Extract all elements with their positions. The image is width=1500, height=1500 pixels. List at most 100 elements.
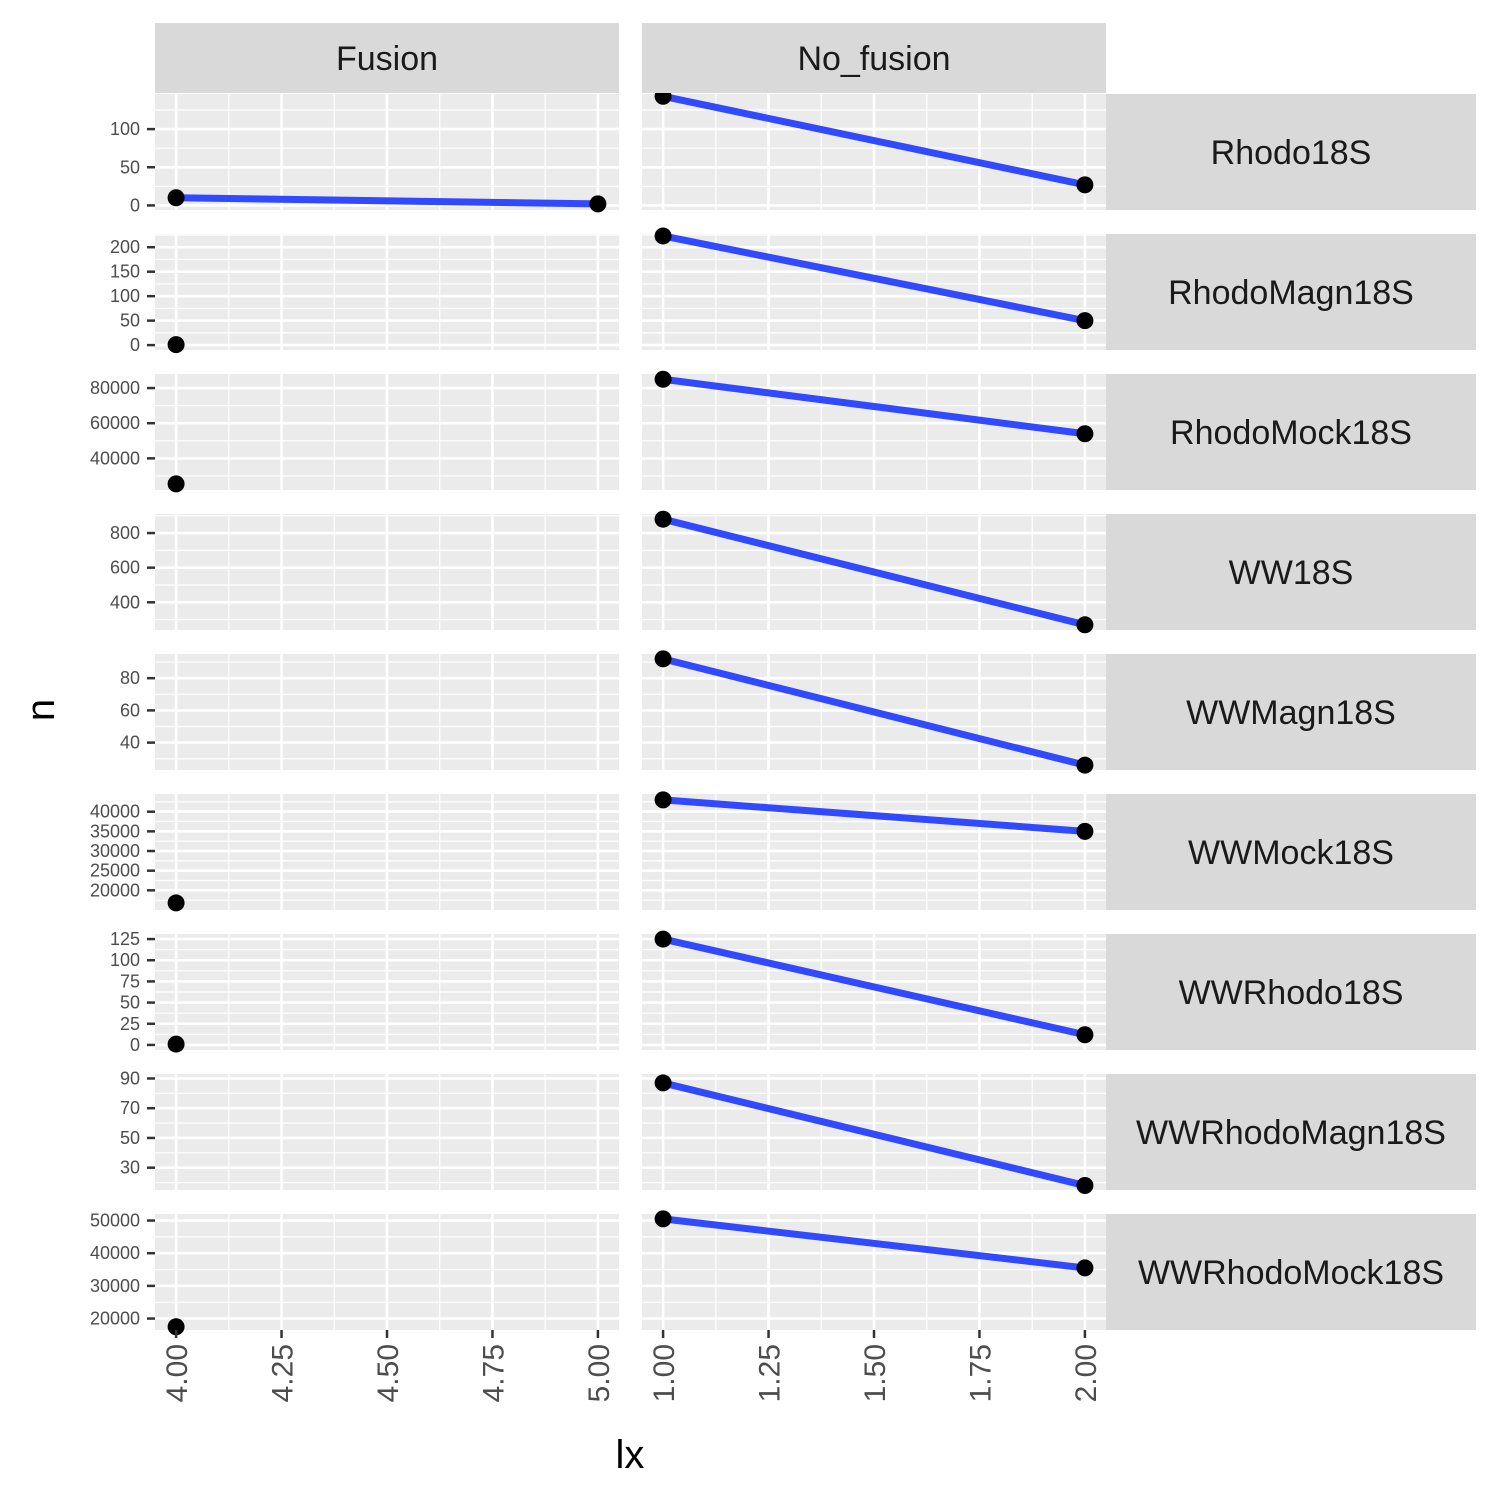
- strips-layer: Fusion No_fusion Rhodo18S RhodoMagn18S Rhodo…: [155, 23, 1476, 1330]
- y-tick-label: 80000: [90, 378, 140, 398]
- panel-no_fusion: [642, 650, 1106, 774]
- row-strip-label: WW18S: [1229, 554, 1354, 592]
- data-point: [1076, 1259, 1094, 1277]
- axes-layer: 4.00 4.25 4.50 4.75 5.00 1.00 1.25 1.50 1.75 2.00…: [90, 119, 1103, 1402]
- panel-no_fusion: [642, 1074, 1106, 1195]
- y-tick-label: 60000: [90, 413, 140, 433]
- data-point: [167, 189, 185, 207]
- x-tick-label: 1.25: [754, 1344, 787, 1402]
- y-tick-label: 100: [110, 119, 140, 139]
- series-line: [662, 375, 1086, 438]
- x-tick-label: 4.50: [372, 1344, 405, 1402]
- series-line: [662, 1079, 1086, 1189]
- y-tick-label: 30: [120, 1158, 140, 1178]
- data-point: [1076, 176, 1094, 194]
- panel-no_fusion: [642, 87, 1106, 210]
- data-point: [1076, 822, 1094, 840]
- y-axis-title: n: [19, 699, 63, 721]
- data-point: [167, 336, 185, 354]
- panel-fusion: [155, 1074, 619, 1190]
- row-strip: [1106, 934, 1476, 1050]
- row-strip: [1106, 794, 1476, 910]
- data-point: [1076, 616, 1094, 634]
- data-point: [1076, 756, 1094, 774]
- y-tick-label: 25: [120, 1014, 140, 1034]
- panel-fusion: [155, 1214, 619, 1336]
- y-tick-label: 50000: [90, 1211, 140, 1231]
- y-tick-label: 20000: [90, 1309, 140, 1329]
- x-tick-label: 1.50: [859, 1344, 892, 1402]
- series-line: [176, 194, 598, 208]
- panel-no_fusion: [642, 227, 1106, 350]
- series-line: [662, 515, 1086, 629]
- column-strip: [155, 23, 619, 93]
- data-point: [167, 475, 185, 493]
- data-point: [167, 1035, 185, 1053]
- y-tick-label: 40000: [90, 802, 140, 822]
- row-strip-label: WWRhodoMagn18S: [1136, 1114, 1446, 1152]
- panel-no_fusion: [642, 930, 1106, 1050]
- y-tick-label: 100: [110, 286, 140, 306]
- row-strip-label: WWRhodo18S: [1179, 974, 1404, 1012]
- row-strip-label: RhodoMagn18S: [1168, 274, 1414, 312]
- y-tick-label: 600: [110, 558, 140, 578]
- row-strip-label: RhodoMock18S: [1170, 414, 1412, 452]
- data-point: [654, 930, 672, 948]
- series-line: [662, 92, 1086, 189]
- data-point: [589, 195, 607, 213]
- y-tick-label: 80: [120, 668, 140, 688]
- series-line: [662, 935, 1086, 1039]
- panel-no_fusion: [642, 791, 1106, 910]
- y-tick-label: 400: [110, 592, 140, 612]
- x-tick-label: 1.75: [964, 1344, 997, 1402]
- panel-no_fusion: [642, 510, 1106, 634]
- data-point: [167, 1318, 185, 1336]
- row-strip: [1106, 1214, 1476, 1330]
- data-point: [1076, 312, 1094, 330]
- row-strip-label: WWMock18S: [1188, 834, 1394, 872]
- series-line: [662, 232, 1086, 325]
- panel-fusion: [155, 654, 619, 770]
- y-tick-label: 20000: [90, 880, 140, 900]
- y-tick-label: 35000: [90, 821, 140, 841]
- y-tick-label: 50: [120, 993, 140, 1013]
- panel-fusion: [155, 794, 619, 912]
- x-tick-label: 4.25: [267, 1344, 300, 1402]
- y-tick-label: 30000: [90, 841, 140, 861]
- row-strip-label: WWMagn18S: [1186, 694, 1396, 732]
- panel-fusion: [155, 934, 619, 1053]
- data-point: [654, 227, 672, 245]
- y-tick-label: 0: [130, 1035, 140, 1055]
- y-tick-label: 50: [120, 1128, 140, 1148]
- panel-fusion: [155, 94, 619, 213]
- panel-fusion: [155, 234, 619, 354]
- series-line: [662, 796, 1086, 835]
- data-point: [654, 510, 672, 528]
- row-strip-label: WWRhodoMock18S: [1138, 1254, 1444, 1292]
- data-point: [1076, 1177, 1094, 1195]
- x-tick-label: 2.00: [1070, 1344, 1103, 1402]
- y-tick-label: 25000: [90, 861, 140, 881]
- y-tick-label: 0: [130, 335, 140, 355]
- y-tick-label: 125: [110, 929, 140, 949]
- data-point: [167, 894, 185, 912]
- data-point: [1076, 1026, 1094, 1044]
- panel-no_fusion: [642, 1210, 1106, 1330]
- x-tick-label: 4.75: [477, 1344, 510, 1402]
- series-line: [662, 1215, 1086, 1272]
- y-tick-label: 150: [110, 262, 140, 282]
- y-tick-label: 800: [110, 523, 140, 543]
- y-tick-label: 30000: [90, 1276, 140, 1296]
- y-tick-label: 100: [110, 950, 140, 970]
- y-tick-label: 40: [120, 733, 140, 753]
- row-strip-label: Rhodo18S: [1211, 134, 1372, 172]
- data-point: [654, 1210, 672, 1228]
- y-tick-label: 200: [110, 237, 140, 257]
- row-strip: [1106, 654, 1476, 770]
- y-tick-label: 40000: [90, 1243, 140, 1263]
- data-point: [654, 1074, 672, 1092]
- y-tick-label: 70: [120, 1098, 140, 1118]
- column-strip: [642, 23, 1106, 93]
- y-tick-label: 50: [120, 311, 140, 331]
